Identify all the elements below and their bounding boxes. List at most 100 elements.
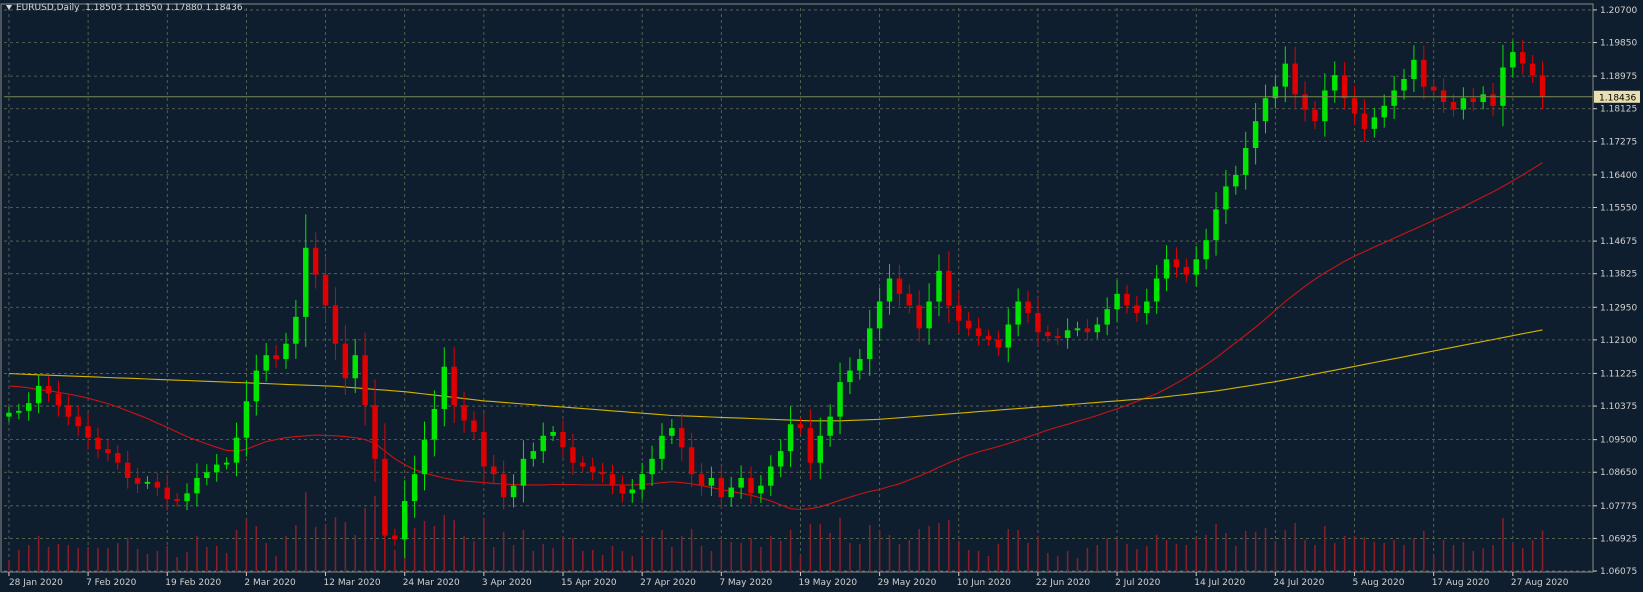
candle-body	[1094, 324, 1101, 333]
candle	[1470, 88, 1476, 112]
candle	[233, 422, 240, 477]
candle	[718, 465, 725, 509]
candle	[124, 450, 131, 489]
candle-body	[481, 431, 487, 467]
candle	[1084, 319, 1091, 341]
candle	[411, 455, 418, 518]
candle	[1025, 290, 1031, 323]
candle-body	[510, 485, 517, 498]
candle-body	[223, 462, 230, 465]
candle-body	[1450, 102, 1457, 110]
candle-body	[787, 424, 794, 452]
symbol-label: EURUSD,Daily	[16, 3, 80, 13]
candle	[530, 442, 537, 467]
candle	[817, 417, 823, 479]
candle	[1361, 99, 1368, 142]
candle-body	[1035, 313, 1041, 333]
candle-body	[530, 451, 537, 459]
candle	[956, 290, 962, 334]
candle-body	[1282, 63, 1289, 87]
time-tick-label: 17 Aug 2020	[1432, 578, 1490, 588]
candle-body	[1500, 67, 1506, 106]
candle	[768, 455, 774, 496]
candle	[214, 454, 220, 482]
candle-body	[164, 487, 170, 500]
candle-body	[896, 278, 903, 294]
candle	[708, 466, 715, 496]
candle-body	[1381, 105, 1387, 118]
candle-body	[599, 472, 606, 475]
current-price-label: 1.18436	[1599, 93, 1636, 103]
candle	[1183, 258, 1190, 283]
candle-body	[817, 435, 823, 463]
candle	[1480, 86, 1486, 110]
candle-body	[1104, 309, 1110, 325]
candle	[1401, 68, 1407, 100]
candle-body	[1084, 328, 1091, 333]
candle-body	[441, 366, 448, 409]
price-tick-label: 1.16400	[1600, 171, 1637, 181]
candle	[1282, 46, 1289, 103]
collapse-triangle-icon[interactable]	[6, 5, 12, 10]
candle	[1520, 40, 1526, 75]
candle-body	[1302, 94, 1308, 110]
candle	[1371, 107, 1378, 138]
price-tick-label: 1.18125	[1600, 105, 1637, 115]
candle	[1153, 264, 1160, 314]
candle-body	[1371, 117, 1378, 129]
candle	[75, 405, 81, 436]
candle	[322, 256, 329, 323]
candle	[1144, 288, 1150, 325]
candle-body	[1529, 63, 1536, 76]
candle-body	[728, 487, 734, 498]
candle-body	[1045, 332, 1051, 337]
candle-body	[827, 416, 833, 436]
candle-body	[451, 366, 457, 406]
candle	[975, 317, 982, 346]
candle-body	[1203, 240, 1209, 260]
candle	[659, 423, 665, 471]
candle-body	[372, 405, 378, 459]
candle	[253, 354, 260, 416]
price-tick-label: 1.06075	[1600, 567, 1637, 577]
price-tick-label: 1.08650	[1600, 468, 1637, 478]
candle	[1233, 165, 1239, 195]
candle	[1064, 318, 1071, 349]
candle	[293, 300, 299, 359]
candle	[1312, 101, 1318, 129]
candle	[807, 409, 814, 480]
candle-body	[619, 485, 626, 494]
candle-body	[95, 437, 101, 450]
candle-body	[886, 278, 893, 302]
candle-body	[204, 472, 210, 478]
candle	[223, 457, 230, 470]
time-axis[interactable]: 28 Jan 2020 7 Feb 2020 19 Feb 2020 2 Mar 20…	[8, 572, 1569, 588]
candle	[570, 433, 576, 475]
current-price-tag	[1594, 90, 1640, 103]
candle	[926, 283, 932, 345]
candle-body	[1411, 59, 1417, 79]
candle-body	[1470, 98, 1476, 102]
candle-body	[352, 355, 358, 379]
candle-body	[322, 274, 329, 306]
time-tick-label: 29 May 2020	[878, 578, 937, 588]
candle	[619, 475, 626, 503]
candle	[491, 455, 497, 485]
price-axis[interactable]: 1.20700 1.19850 1.18975 1.18125 1.17275 1.164…	[1593, 6, 1637, 577]
candle	[1430, 78, 1437, 98]
time-tick-label: 5 Aug 2020	[1353, 578, 1405, 588]
candle	[827, 404, 833, 447]
candle-body	[1233, 174, 1239, 187]
candle	[728, 476, 734, 507]
candle-body	[837, 382, 843, 417]
candle-body	[1351, 98, 1358, 114]
candle	[332, 287, 339, 360]
candle	[995, 330, 1002, 356]
candle	[263, 342, 269, 382]
candle-body	[1005, 324, 1011, 348]
candle-body	[1520, 52, 1526, 64]
price-tick-label: 1.19850	[1600, 39, 1637, 49]
